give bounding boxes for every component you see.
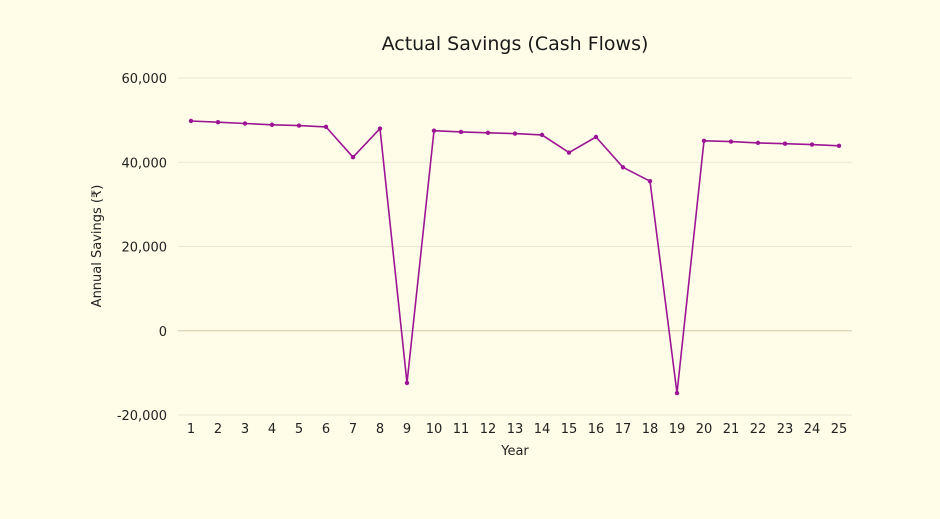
data-point: [512, 131, 518, 136]
data-point: [728, 139, 734, 144]
data-point: [701, 138, 707, 143]
y-axis-title: Annual Savings (₹): [90, 185, 105, 308]
data-point: [269, 122, 275, 127]
x-tick-label: 18: [642, 422, 659, 437]
data-point: [674, 390, 680, 396]
x-tick-label: 4: [268, 422, 276, 437]
data-point: [485, 130, 491, 135]
x-tick-label: 13: [507, 422, 524, 437]
y-tick-label: 20,000: [122, 241, 168, 256]
x-tick-label: 17: [615, 422, 632, 437]
data-point: [566, 150, 572, 155]
x-tick-label: 11: [453, 422, 470, 437]
x-tick-label: 23: [777, 422, 794, 437]
data-point: [242, 121, 248, 126]
data-point: [620, 165, 626, 170]
data-point: [296, 123, 302, 128]
x-axis-ticks: 1 2 3 4 5 6 7 8 9 10 11 12 13 14 15 16 17 18 19 20 21 22 23 24 2…: [187, 422, 847, 437]
x-tick-label: 10: [426, 422, 443, 437]
x-tick-label: 12: [480, 422, 497, 437]
x-tick-label: 2: [214, 422, 222, 437]
x-tick-label: 19: [669, 422, 686, 437]
data-point: [350, 154, 356, 160]
data-point: [782, 141, 788, 146]
x-tick-label: 8: [376, 422, 384, 437]
x-tick-label: 21: [723, 422, 740, 437]
x-tick-label: 25: [831, 422, 848, 437]
x-tick-label: 1: [187, 422, 195, 437]
data-point: [755, 140, 761, 146]
data-point: [836, 143, 842, 149]
x-tick-label: 15: [561, 422, 578, 437]
y-tick-label: 60,000: [122, 72, 168, 87]
x-tick-label: 16: [588, 422, 605, 437]
x-tick-label: 7: [349, 422, 357, 437]
chart-title: Actual Savings (Cash Flows): [382, 33, 649, 55]
x-tick-label: 24: [804, 422, 821, 437]
x-tick-label: 14: [534, 422, 551, 437]
data-point: [188, 118, 194, 124]
x-tick-label: 20: [696, 422, 713, 437]
data-point: [458, 129, 464, 135]
x-tick-label: 5: [295, 422, 303, 437]
data-point: [404, 380, 410, 386]
data-point: [323, 124, 329, 130]
x-tick-label: 6: [322, 422, 330, 437]
y-tick-label: 0: [159, 325, 167, 340]
data-point: [593, 134, 599, 140]
x-tick-label: 22: [750, 422, 767, 437]
x-tick-label: 9: [403, 422, 411, 437]
data-point: [647, 179, 653, 184]
y-tick-label: -20,000: [117, 409, 167, 424]
y-axis-ticks: 60,000 40,000 20,000 0 -20,000: [117, 72, 167, 424]
data-point: [431, 128, 437, 133]
x-axis-title: Year: [500, 444, 529, 459]
x-tick-label: 3: [241, 422, 249, 437]
gridlines: [178, 77, 852, 416]
data-point: [539, 132, 545, 138]
data-point: [809, 142, 815, 147]
data-point: [377, 126, 383, 131]
series-group: [188, 118, 842, 396]
y-tick-label: 40,000: [122, 156, 168, 171]
data-point: [215, 120, 221, 125]
